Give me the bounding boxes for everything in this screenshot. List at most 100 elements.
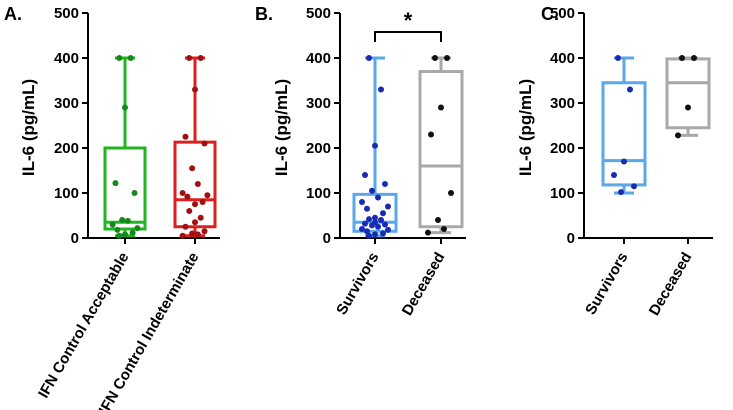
y-tick-label: 500 <box>306 5 331 22</box>
data-point <box>631 183 637 190</box>
data-point <box>432 55 438 61</box>
box-deceased: Deceased <box>646 55 711 319</box>
data-point <box>184 193 191 200</box>
data-point <box>122 231 128 238</box>
data-point <box>114 226 121 233</box>
data-point <box>116 55 123 61</box>
data-point <box>691 55 697 61</box>
y-tick-label: 400 <box>54 50 79 67</box>
data-point <box>675 132 681 139</box>
data-point <box>116 232 123 239</box>
data-point <box>425 229 431 236</box>
y-axis-title: IL-6 (pg/mL) <box>516 79 535 176</box>
y-tick-label: 200 <box>550 140 575 157</box>
data-point <box>186 208 193 214</box>
data-point <box>134 225 141 232</box>
data-point <box>131 190 138 196</box>
y-tick-label: 300 <box>54 95 79 112</box>
data-point <box>119 217 126 223</box>
y-tick-label: 0 <box>567 230 575 247</box>
data-point <box>124 217 131 224</box>
data-point <box>109 221 116 228</box>
data-point <box>369 187 375 194</box>
data-point <box>362 220 368 227</box>
data-point <box>359 199 365 205</box>
data-point <box>127 55 134 61</box>
box-survivors: Survivors <box>582 55 647 318</box>
data-point <box>192 86 198 93</box>
panel-label: B. <box>255 4 273 24</box>
data-point <box>369 222 375 229</box>
data-point <box>186 55 193 61</box>
y-tick-label: 100 <box>550 185 575 202</box>
y-tick-label: 0 <box>323 230 331 247</box>
data-point <box>366 55 372 61</box>
data-point <box>378 217 384 223</box>
panel-label: C. <box>541 4 559 24</box>
data-point <box>441 226 447 232</box>
category-label: Survivors <box>333 250 382 318</box>
y-axis-title: IL-6 (pg/mL) <box>19 79 38 176</box>
y-axis-title: IL-6 (pg/mL) <box>272 79 291 176</box>
y-tick-label: 400 <box>306 50 331 67</box>
y-tick-label: 500 <box>550 5 575 22</box>
data-point <box>438 104 444 111</box>
box-deceased: Deceased <box>399 55 464 319</box>
data-point <box>627 86 633 93</box>
data-point <box>364 205 370 212</box>
data-point <box>382 181 388 187</box>
data-point <box>372 231 378 238</box>
data-point <box>179 190 186 196</box>
data-point <box>204 192 211 199</box>
data-point <box>448 190 454 196</box>
data-point <box>112 180 119 187</box>
data-point <box>366 216 372 223</box>
data-point <box>375 223 381 230</box>
iqr-box <box>173 140 217 229</box>
data-point <box>428 131 434 138</box>
data-point <box>122 104 128 111</box>
data-point <box>197 214 204 221</box>
data-point <box>197 55 204 61</box>
data-point <box>179 232 186 239</box>
y-tick-label: 200 <box>306 140 331 157</box>
data-point <box>611 172 617 178</box>
data-point <box>385 226 391 233</box>
y-tick-label: 100 <box>54 185 79 202</box>
iqr-box <box>103 146 147 231</box>
data-point <box>372 142 378 149</box>
y-tick-label: 200 <box>54 140 79 157</box>
data-point <box>615 55 621 61</box>
data-point <box>385 203 391 210</box>
y-tick-label: 500 <box>54 5 79 22</box>
panel-label: A. <box>4 4 22 24</box>
data-point <box>199 199 206 205</box>
data-point <box>192 201 198 208</box>
data-point <box>182 133 189 140</box>
y-tick-label: 100 <box>306 185 331 202</box>
y-tick-label: 400 <box>550 50 575 67</box>
box-ifn-control-acceptable: IFN Control Acceptable <box>35 55 147 401</box>
data-point <box>201 140 208 147</box>
iqr-box <box>665 57 711 130</box>
data-point <box>189 165 196 172</box>
data-point <box>621 158 627 165</box>
box-survivors: Survivors <box>333 55 398 318</box>
significance-marker: * <box>404 8 413 33</box>
data-point <box>194 231 201 238</box>
data-point <box>192 219 198 226</box>
data-point <box>382 221 388 228</box>
iqr-box <box>352 192 398 233</box>
y-tick-label: 300 <box>550 95 575 112</box>
panel-2: B. 0 100 200 300 400 500 IL-6 (pg/mL) Survivors D… <box>255 4 466 319</box>
data-point <box>129 229 136 236</box>
iqr-box <box>418 70 464 229</box>
box-ifn-control-indeterminate: IFN Control Indeterminate <box>96 55 217 410</box>
data-point <box>685 104 691 111</box>
data-point <box>378 86 384 93</box>
data-point <box>435 217 441 223</box>
data-point <box>359 226 365 232</box>
data-point <box>201 228 208 235</box>
